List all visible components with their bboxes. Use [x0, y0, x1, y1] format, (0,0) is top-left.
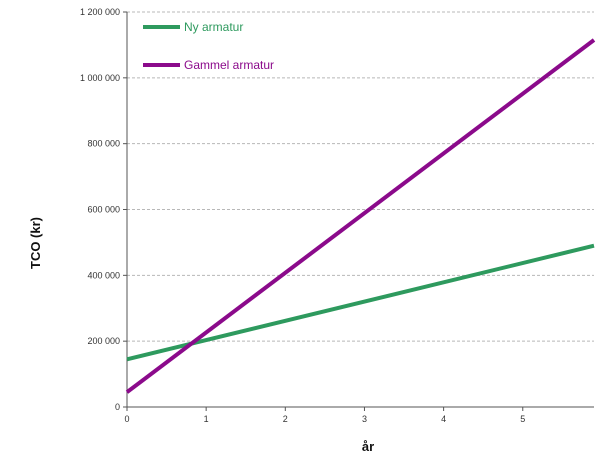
legend-label-1: Ny armatur: [184, 20, 243, 34]
x-axis-title: år: [362, 439, 374, 454]
axis-layer: 0 200 000 400 000 600 000 800 000 1 000 000 1 …: [80, 7, 594, 424]
y-tick-label: 1 000 000: [80, 73, 120, 83]
y-tick-label: 1 200 000: [80, 7, 120, 17]
series-line-1: [126, 243, 595, 362]
y-axis-title: TCO (kr): [28, 217, 43, 269]
x-tick-label: 5: [520, 414, 525, 424]
y-tick-label: 800 000: [87, 139, 120, 149]
legend: Ny armatur Gammel armatur: [143, 20, 274, 72]
y-tick-label: 600 000: [87, 205, 120, 215]
x-tick-label: 3: [362, 414, 367, 424]
x-tick-label: 1: [204, 414, 209, 424]
series-line-2: [125, 38, 596, 394]
y-tick-label: 200 000: [87, 336, 120, 346]
x-tick-label: 0: [124, 414, 129, 424]
series-layer: [125, 38, 596, 394]
y-tick-label: 0: [115, 402, 120, 412]
x-tick-label: 4: [441, 414, 446, 424]
legend-label-2: Gammel armatur: [184, 58, 274, 72]
y-tick-label: 400 000: [87, 270, 120, 280]
x-tick-label: 2: [283, 414, 288, 424]
